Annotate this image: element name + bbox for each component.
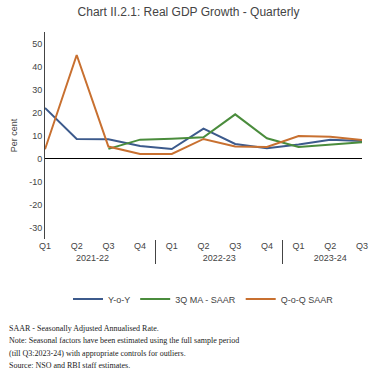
svg-text:Q1: Q1 bbox=[293, 241, 305, 251]
svg-text:-30: -30 bbox=[29, 223, 42, 233]
svg-text:Source: NSO and RBI staff esti: Source: NSO and RBI staff estimates. bbox=[9, 361, 130, 370]
svg-text:30: 30 bbox=[32, 85, 42, 95]
svg-text:Q2: Q2 bbox=[324, 241, 336, 251]
svg-text:Q1: Q1 bbox=[166, 241, 178, 251]
svg-text:Q1: Q1 bbox=[39, 241, 51, 251]
svg-text:Q4: Q4 bbox=[261, 241, 273, 251]
svg-text:Q2: Q2 bbox=[71, 241, 83, 251]
svg-text:2021-22: 2021-22 bbox=[76, 253, 109, 263]
svg-text:SAAR - Seasonally Adjusted Ann: SAAR - Seasonally Adjusted Annualised Ra… bbox=[9, 324, 159, 333]
svg-text:Note: Seasonal factors have be: Note: Seasonal factors have been estimat… bbox=[9, 336, 239, 345]
svg-text:Q3: Q3 bbox=[356, 241, 368, 251]
svg-text:2022-23: 2022-23 bbox=[203, 253, 236, 263]
svg-text:20: 20 bbox=[32, 108, 42, 118]
svg-text:40: 40 bbox=[32, 62, 42, 72]
svg-text:-10: -10 bbox=[29, 177, 42, 187]
svg-text:10: 10 bbox=[32, 131, 42, 141]
svg-text:-20: -20 bbox=[29, 200, 42, 210]
svg-text:Q-o-Q SAAR: Q-o-Q SAAR bbox=[281, 295, 334, 305]
svg-text:Y-o-Y: Y-o-Y bbox=[108, 295, 130, 305]
svg-text:Q2: Q2 bbox=[197, 241, 209, 251]
svg-text:2023-24: 2023-24 bbox=[314, 253, 347, 263]
svg-text:Chart II.2.1: Real GDP Growth: Chart II.2.1: Real GDP Growth - Quarterl… bbox=[78, 5, 300, 19]
svg-text:Q3: Q3 bbox=[229, 241, 241, 251]
svg-text:Q3: Q3 bbox=[102, 241, 114, 251]
svg-text:0: 0 bbox=[37, 154, 42, 164]
svg-text:3Q MA - SAAR: 3Q MA - SAAR bbox=[175, 295, 236, 305]
svg-text:(till Q3:2023-24) with appropr: (till Q3:2023-24) with appropriate contr… bbox=[9, 349, 186, 358]
svg-text:Q4: Q4 bbox=[134, 241, 146, 251]
svg-text:Per cent: Per cent bbox=[9, 118, 19, 152]
svg-text:50: 50 bbox=[32, 39, 42, 49]
